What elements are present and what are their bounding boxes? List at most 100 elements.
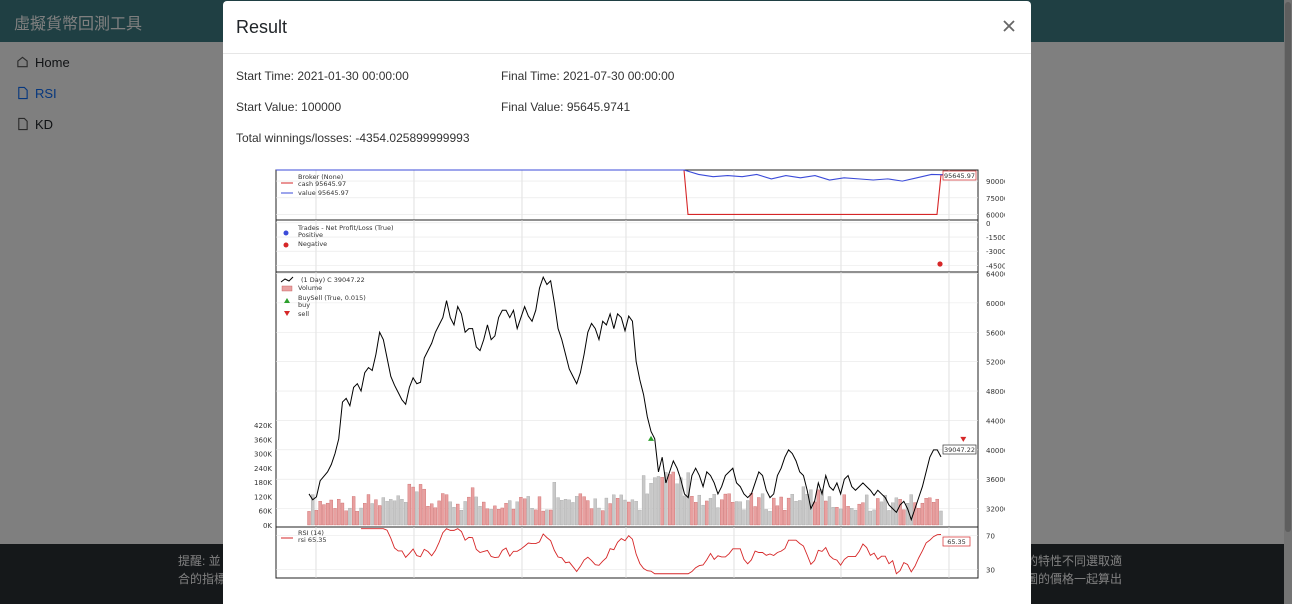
final-time: Final Time: 2021-07-30 00:00:00 [501, 69, 675, 83]
legend-negative-label: Negative [298, 240, 327, 248]
volume-bar [645, 493, 649, 526]
volume-bar [779, 496, 783, 526]
volume-bar [433, 507, 438, 526]
volume-ytick-label: 240K [254, 465, 272, 473]
volume-bar [638, 509, 642, 526]
volume-bar [805, 494, 809, 526]
volume-bar [571, 502, 575, 526]
volume-bar [630, 499, 635, 526]
broker-end-label: 95645.97 [944, 172, 975, 180]
volume-bar [682, 495, 687, 526]
volume-bar [827, 496, 832, 526]
price-ytick-label: 36000 [986, 476, 1005, 484]
broker-end-label-box [942, 170, 977, 181]
legend-volume-label: Volume [298, 284, 322, 292]
volume-bar [396, 495, 400, 526]
volume-bar [671, 471, 675, 526]
volume-bar [623, 499, 627, 526]
volume-bar [385, 501, 389, 526]
volume-bar [679, 477, 683, 526]
panel-price-frame [275, 271, 979, 528]
volume-bar [444, 494, 449, 526]
volume-bar [876, 498, 880, 526]
volume-bar [392, 500, 397, 526]
volume-bar [389, 499, 393, 526]
volume-bar [437, 500, 441, 526]
legend-trades-title: Trades - Net Profit/Loss (True) [297, 224, 393, 232]
volume-bar [708, 498, 713, 526]
volume-bar [556, 497, 560, 526]
volume-bar [508, 500, 512, 526]
volume-bar [883, 494, 887, 526]
volume-bar [459, 510, 464, 526]
broker-ytick-label: 75000 [986, 195, 1005, 203]
volume-bar [734, 501, 739, 526]
volume-bar [898, 499, 902, 526]
volume-bar [489, 509, 493, 526]
volume-bar [939, 510, 943, 526]
volume-ytick-label: 420K [254, 422, 272, 430]
volume-bar [716, 507, 720, 526]
volume-bar [723, 493, 728, 526]
volume-bar [861, 502, 865, 526]
close-icon[interactable] [1001, 18, 1017, 34]
volume-bar [567, 499, 571, 526]
volume-bar [924, 498, 928, 526]
volume-bar [931, 502, 936, 526]
volume-bar [868, 510, 873, 526]
volume-bar [838, 508, 843, 526]
panel-broker-frame [275, 169, 979, 221]
volume-bar [615, 498, 620, 526]
volume-bar [842, 494, 846, 526]
volume-bar [697, 494, 702, 526]
volume-bar [812, 501, 817, 526]
legend-cash-label: cash 95645.97 [298, 180, 346, 188]
volume-bar [311, 494, 315, 526]
volume-bar [537, 496, 542, 526]
total-winnings-losses: Total winnings/losses: -4354.02589999999… [236, 131, 470, 145]
legend-positive-marker [283, 230, 289, 236]
volume-bar [522, 498, 527, 526]
volume-ytick-label: 120K [254, 493, 272, 501]
volume-ytick-label: 0K [263, 522, 272, 530]
volume-bar [727, 493, 731, 526]
value-line [276, 169, 947, 182]
volume-bar [374, 499, 378, 526]
sell-marker [960, 436, 967, 442]
legend-buy-marker [284, 298, 290, 303]
volume-bar [467, 496, 471, 526]
volume-bar [660, 477, 664, 526]
price-ytick-label: 44000 [986, 417, 1005, 425]
final-value: Final Value: 95645.9741 [501, 100, 631, 114]
volume-bar [753, 506, 757, 526]
legend-negative-marker [283, 242, 289, 248]
volume-bar [452, 506, 456, 526]
volume-bar [589, 508, 594, 526]
volume-bar [426, 506, 430, 526]
volume-bar [783, 510, 787, 526]
volume-bar [608, 503, 612, 526]
trades-ytick-label: -1500 [986, 234, 1005, 242]
volume-bar [742, 509, 746, 526]
volume-bar [690, 496, 694, 526]
start-time: Start Time: 2021-01-30 00:00:00 [236, 69, 409, 83]
volume-bar [519, 497, 523, 526]
volume-bar [798, 500, 802, 526]
volume-bar [325, 502, 330, 526]
volume-bar [831, 507, 835, 526]
volume-bar [816, 489, 820, 526]
broker-ytick-label: 60000 [986, 211, 1005, 219]
rsi-end-label: 65.35 [947, 538, 966, 546]
volume-bar [411, 486, 415, 526]
volume-bar [496, 509, 501, 526]
volume-bar [593, 498, 597, 526]
volume-bar [586, 500, 590, 526]
volume-bar [351, 496, 356, 526]
volume-bar [485, 508, 490, 526]
legend-value-label: value 95645.97 [298, 189, 349, 197]
volume-bar [463, 501, 467, 526]
volume-bar [731, 502, 735, 526]
volume-bar [746, 500, 750, 526]
volume-bar [701, 504, 705, 526]
volume-bar [582, 496, 586, 526]
